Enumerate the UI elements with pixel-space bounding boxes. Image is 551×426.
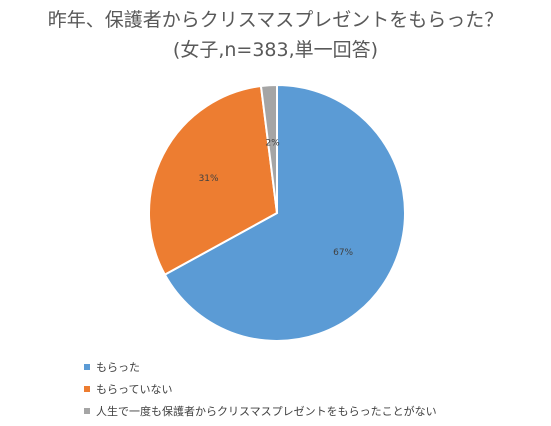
pie-slice-received [163,83,406,342]
legend-swatch-received [84,364,90,370]
legend-swatch-not-received [84,386,90,392]
legend-item-never-received: 人生で一度も保護者からクリスマスプレゼントをもらったことがない [84,400,544,422]
pie-slice-never-received [259,83,278,214]
chart-title: 昨年、保護者からクリスマスプレゼントをもらった？ [47,9,504,31]
chart-subtitle: (女子,n=383,単一回答) [172,39,379,61]
legend-item-not-received: もらっていない [84,378,544,400]
legend-swatch-never-received [84,408,90,414]
data-label-never-received: 2% [265,139,280,149]
data-label-not-received: 31% [199,174,219,184]
data-label-received: 67% [333,248,353,258]
pie-slice-not-received [148,84,279,277]
legend-label-not-received: もらっていない [96,383,173,396]
legend-item-received: もらった [84,356,544,378]
legend-label-never-received: 人生で一度も保護者からクリスマスプレゼントをもらったことがない [96,405,437,418]
legend-label-received: もらった [96,361,140,374]
legend: もらった もらっていない 人生で一度も保護者からクリスマスプレゼントをもらったこ… [84,356,544,422]
